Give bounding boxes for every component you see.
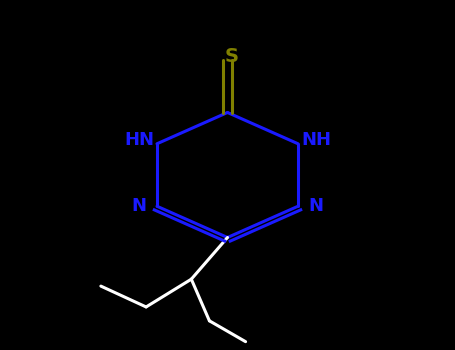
Text: N: N — [308, 197, 324, 215]
Text: HN: HN — [124, 131, 154, 149]
Text: N: N — [131, 197, 147, 215]
Text: S: S — [225, 48, 239, 66]
Text: NH: NH — [301, 131, 331, 149]
